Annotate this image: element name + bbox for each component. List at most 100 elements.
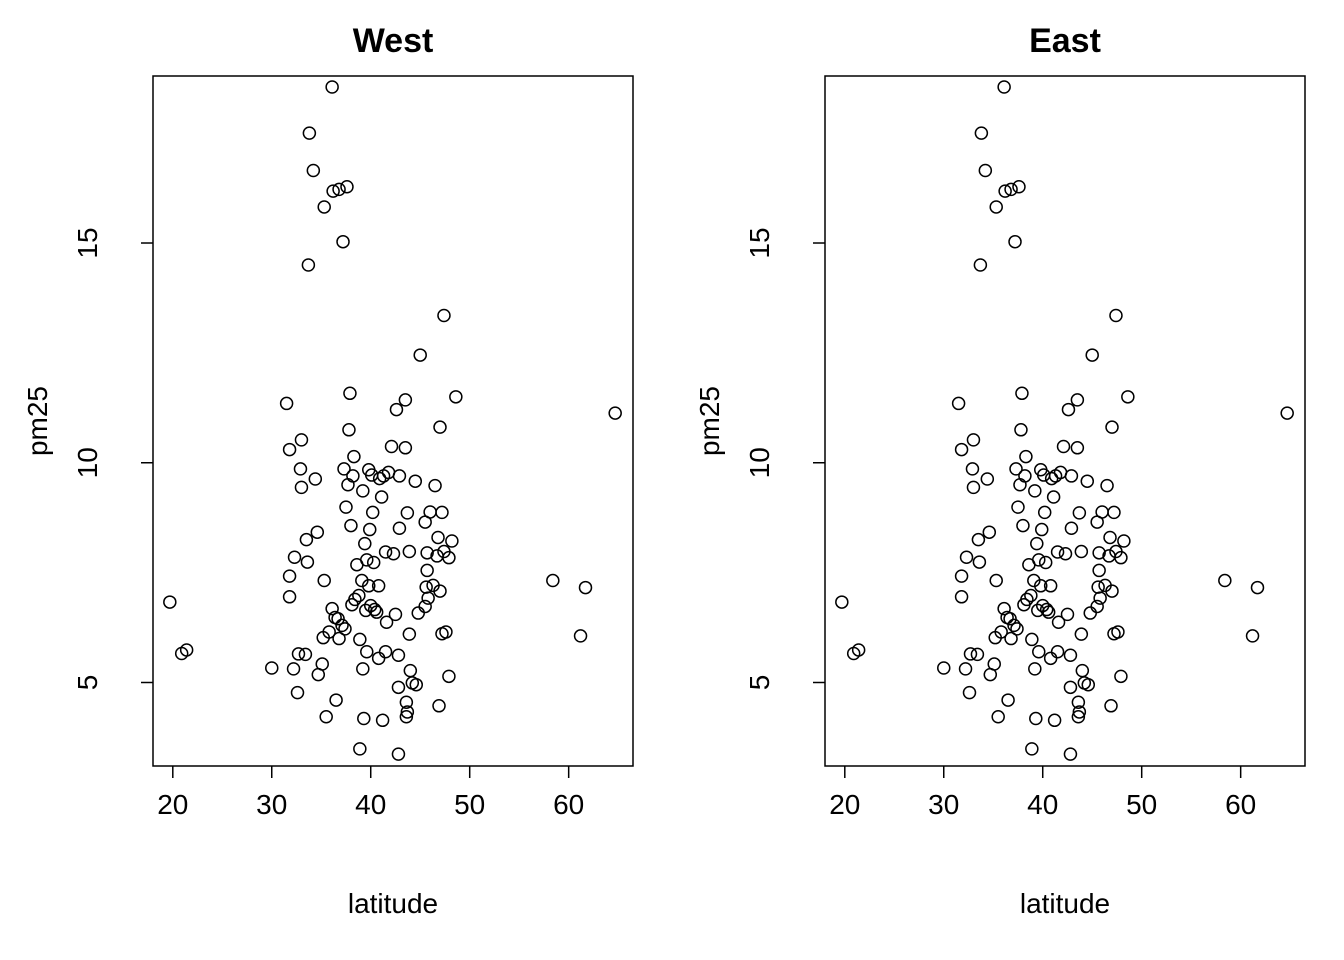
data-point [1031,603,1045,618]
data-point [442,550,456,565]
data-point [989,573,1003,588]
data-point [332,631,346,646]
data-point [431,530,445,545]
data-point [573,629,588,643]
data-point [371,651,386,666]
data-point [978,163,993,178]
data-point [1103,530,1117,545]
data-point [997,80,1011,94]
data-point [1007,618,1021,633]
data-point [1104,699,1118,713]
data-point [1074,544,1089,559]
x-tick-label: 20 [829,789,860,820]
y-axis-label: pm25 [694,386,725,456]
data-point [329,693,343,707]
data-point [1090,599,1104,614]
data-point [1092,546,1106,560]
x-tick-label: 40 [1027,789,1058,820]
data-point [1093,591,1107,605]
data-point [371,579,386,593]
data-point [982,525,997,539]
data-point [1043,651,1058,666]
data-point [1008,234,1022,249]
x-axis-label: latitude [1020,888,1110,919]
data-point [1009,462,1023,476]
data-point [392,521,407,535]
y-axis-label: pm25 [22,386,53,456]
plot-frame [152,75,634,767]
data-point [433,584,447,598]
data-point [971,532,986,547]
data-point [391,648,406,662]
y-axis: 5 10 15 [744,227,825,690]
data-point [337,462,351,476]
data-point [1051,615,1066,630]
data-point [362,522,377,537]
data-point [1003,612,1017,626]
data-point [1014,423,1028,437]
data-point [418,599,432,614]
data-point [398,441,413,455]
y-tick-label: 10 [744,447,775,478]
data-point [937,661,951,675]
data-point [1095,505,1109,519]
data-point [1081,677,1096,692]
data-point [1074,627,1089,641]
data-point [1025,632,1039,647]
data-point [1121,390,1135,404]
data-point [291,647,306,661]
data-point [353,742,367,756]
x-tick-label: 50 [454,789,485,820]
data-point [1107,505,1121,520]
data-point [360,644,374,659]
data-point [360,553,374,567]
panel-title: West [353,22,434,60]
data-point [352,588,366,603]
data-point [384,439,399,454]
data-point [335,618,349,633]
data-point [402,627,417,641]
data-point [420,546,434,560]
data-point [973,258,988,272]
data-point [409,677,424,692]
data-point [1085,348,1099,362]
data-point [1056,439,1071,454]
data-point [965,462,980,476]
x-axis: 20 30 40 50 60 [157,766,584,820]
data-point [966,433,981,447]
data-point [1032,644,1046,659]
x-tick-label: 20 [157,789,188,820]
data-point [357,711,371,726]
data-point [1280,406,1294,420]
data-point [1114,550,1128,565]
data-point [959,550,974,564]
data-point [1117,534,1131,548]
data-point [332,182,346,197]
data-point [408,474,423,488]
y-tick-label: 10 [72,447,103,478]
data-point [1041,605,1056,619]
data-point [389,402,404,417]
data-point [1064,521,1079,535]
data-point [958,662,973,676]
data-point [1083,606,1097,620]
data-point [1016,518,1030,533]
data-point [991,710,1005,724]
data-point [290,685,305,700]
data-point [400,705,415,719]
y-tick-label: 5 [744,675,775,691]
data-point [322,625,336,639]
y-axis: 5 10 15 [72,227,153,690]
data-point [1105,420,1119,434]
data-point [265,661,279,675]
data-point [1070,393,1085,407]
data-point [1050,644,1065,659]
data-point [286,662,301,676]
data-point [1010,622,1024,636]
data-point [1109,308,1123,323]
west-panel: West 20 30 40 50 60 5 10 15 latitude pm25 [22,22,634,919]
data-point [1025,742,1039,756]
data-point [1029,711,1043,726]
data-point [344,518,358,533]
data-point [1001,693,1015,707]
